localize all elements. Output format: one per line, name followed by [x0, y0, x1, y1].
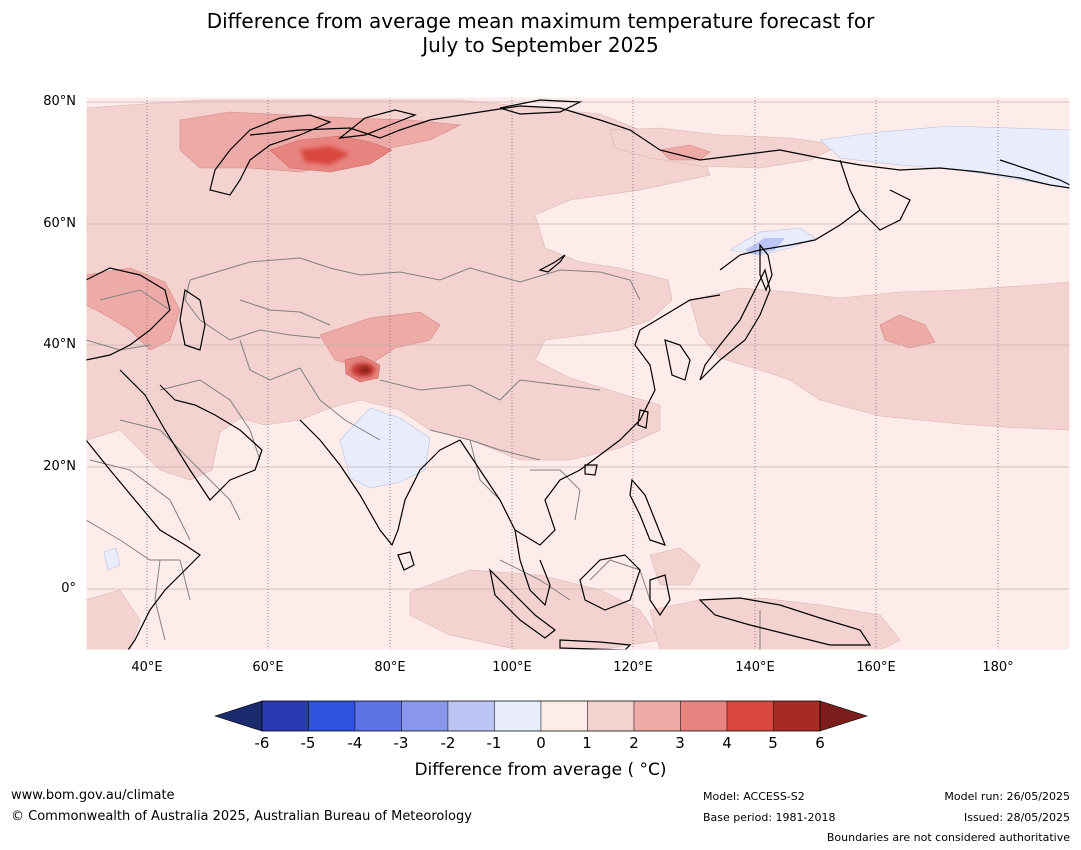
colorbar-outline [261, 700, 821, 732]
colorbar-title: Difference from average ( °C) [414, 760, 667, 780]
lon-label-60e: 60°E [252, 660, 284, 675]
coastline-hainan [584, 464, 598, 476]
anomaly-4-plus-cores [300, 146, 375, 377]
footer-copyright: © Commonwealth of Australia 2025, Austra… [11, 809, 472, 824]
colorbar-label-6: 6 [815, 734, 825, 752]
colorbar-bin-2 [354, 700, 402, 732]
lon-label-140e: 140°E [735, 660, 775, 675]
colorbar-label-3: 3 [675, 734, 685, 752]
anomaly-region-east-siberia [659, 144, 711, 161]
colorbar-bin-7 [587, 700, 635, 732]
footer-model-run: Model run: 26/05/2025 [944, 790, 1070, 803]
coastline-caspian-sea [179, 288, 206, 351]
anomaly-region-pacific [689, 281, 1070, 431]
coastline-philippines [629, 478, 667, 546]
coastline-arctic-russia [249, 105, 1070, 189]
lon-label-80e: 80°E [374, 660, 406, 675]
colorbar-label-4: 4 [722, 734, 732, 752]
colorbar-label-1: 1 [582, 734, 592, 752]
map-title-line-1: Difference from average mean maximum tem… [206, 9, 875, 33]
colorbar-bin-0 [261, 700, 309, 732]
anomaly-region-east-africa [103, 547, 121, 571]
footer-model: Model: ACCESS-S2 [703, 790, 805, 803]
colorbar-bin-3 [401, 700, 449, 732]
lon-label-120e: 120°E [613, 660, 653, 675]
colorbar-bin-11 [773, 700, 821, 732]
anomaly-region-arctic-east [609, 127, 841, 169]
country-borders [86, 257, 761, 650]
coastline-java [559, 639, 632, 650]
colorbar-label-0: 0 [536, 734, 546, 752]
colorbar-label-5: 5 [768, 734, 778, 752]
coastline-sumatra [489, 568, 556, 639]
map-title-line-2: July to September 2025 [422, 33, 659, 57]
coastlines [86, 99, 1070, 650]
coastline-baikal [538, 254, 566, 273]
footer-disclaimer: Boundaries are not considered authoritat… [826, 831, 1070, 844]
coastline-europe [86, 267, 171, 361]
colorbar-under-arrow [214, 700, 263, 732]
anomaly-core-nepal-peak [359, 366, 371, 374]
coastline-taiwan [637, 409, 649, 429]
colorbar [214, 700, 868, 732]
coastline-sakhalin [759, 243, 773, 292]
colorbar-bin-9 [680, 700, 728, 732]
colorbar-label-2: 2 [629, 734, 639, 752]
footer-website: www.bom.gov.au/climate [11, 788, 175, 803]
coastline-alaska [999, 159, 1070, 186]
coastline-sri-lanka [397, 551, 415, 571]
colorbar-bin-4 [447, 700, 495, 732]
lat-label-0: 0° [61, 581, 76, 596]
lat-label-20n: 20°N [43, 459, 76, 474]
anomaly-core-kola [300, 146, 350, 165]
coastline-borneo [579, 554, 641, 611]
anomaly-region-central-asia [86, 99, 711, 481]
footer-issued: Issued: 28/05/2025 [963, 811, 1070, 824]
anomaly-region-north-pacific [879, 314, 936, 349]
colorbar-bin-5 [494, 700, 542, 732]
lat-label-60n: 60°N [43, 216, 76, 231]
coastline-japan [699, 268, 771, 381]
colorbar-bin-8 [633, 700, 681, 732]
map-area [86, 97, 1070, 650]
colorbar-over-arrow [819, 700, 868, 732]
colorbar-label-minus-5: -5 [300, 734, 316, 752]
longitude-gridlines [146, 97, 999, 650]
anomaly-negative-regions [103, 125, 1070, 571]
coastline-new-guinea [698, 597, 872, 646]
coastline-africa-east [86, 439, 201, 650]
lon-label-40e: 40°E [131, 660, 163, 675]
coastline-arabia [119, 369, 263, 501]
lat-label-40n: 40°N [43, 337, 76, 352]
anomaly-region-bering [819, 125, 1070, 189]
footer-base-period: Base period: 1981-2018 [703, 811, 836, 824]
colorbar-label-minus-6: -6 [254, 734, 270, 752]
coastline-taymyr [499, 99, 583, 115]
coastline-novaya-zemlya [337, 109, 417, 139]
coastline-sea-of-okhotsk [719, 209, 861, 271]
coastline-scandinavia [209, 114, 332, 196]
colorbar-label-minus-4: -4 [347, 734, 363, 752]
colorbar-label-minus-1: -1 [486, 734, 502, 752]
coastline-korea [664, 339, 691, 381]
map-frame [85, 96, 1071, 651]
colorbar-bin-6 [540, 700, 588, 732]
colorbar-bin-10 [726, 700, 774, 732]
lon-label-160e: 160°E [856, 660, 896, 675]
coastline-india [299, 419, 461, 547]
anomaly-region-india [339, 407, 431, 489]
anomaly-region-africa-east [86, 589, 141, 650]
lat-label-80n: 80°N [43, 94, 76, 109]
colorbar-bin-1 [308, 700, 356, 732]
colorbar-label-minus-2: -2 [440, 734, 456, 752]
coastline-malay-peninsula [514, 529, 551, 607]
lon-label-180: 180° [982, 660, 1014, 675]
anomaly-1-to-2-regions [86, 99, 1070, 650]
coastline-sulawesi [649, 574, 671, 617]
lon-label-100e: 100°E [492, 660, 532, 675]
colorbar-label-minus-3: -3 [393, 734, 409, 752]
colorbar-bins [261, 700, 821, 732]
coastline-kamchatka [839, 159, 911, 231]
